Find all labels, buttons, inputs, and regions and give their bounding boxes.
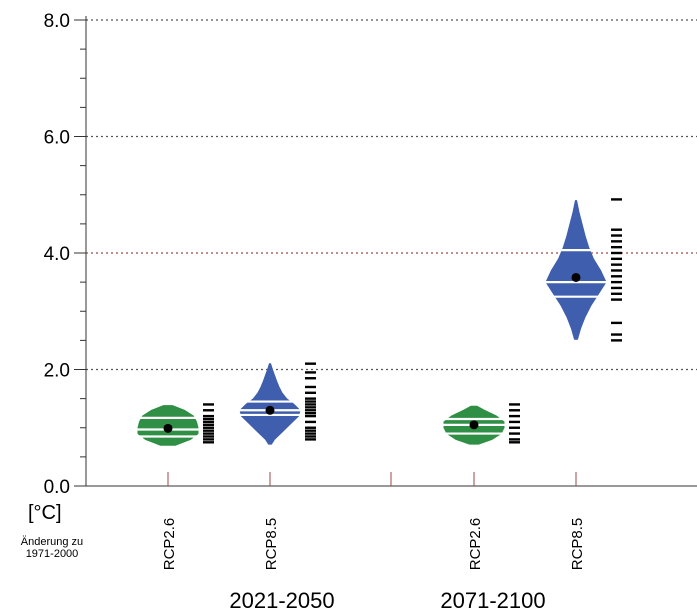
axes	[74, 16, 697, 487]
y-tick-label: 8.0	[44, 11, 70, 32]
mean-dot	[469, 420, 479, 430]
violin-group-RCP8.5-2021-2050	[236, 362, 316, 445]
scenario-label: RCP2.6	[467, 518, 484, 571]
mean-dot	[265, 405, 275, 415]
mean-dot	[571, 272, 581, 282]
violin-group-RCP8.5-2071-2100	[542, 198, 622, 342]
y-tick-label: 4.0	[44, 244, 70, 265]
violin-group-RCP2.6-2021-2050	[134, 403, 214, 446]
scenario-label: RCP2.6	[161, 518, 178, 571]
period-label: 2071-2100	[440, 588, 545, 611]
y-axis-reference-note-line: Änderung zu	[20, 536, 84, 548]
period-label: 2021-2050	[229, 588, 334, 611]
violin-group-RCP2.6-2071-2100	[440, 403, 520, 445]
scenario-label: RCP8.5	[263, 518, 280, 571]
y-tick-label: 2.0	[44, 361, 70, 382]
mean-dot	[163, 423, 173, 433]
y-axis-reference-note-line: 1971-2000	[25, 548, 79, 560]
y-axis-reference-note: Änderung zu 1971-2000	[4, 536, 100, 560]
labels: 0.0 2.0 4.0 6.0 8.0 RCP2.6 RCP8.5 RCP2.6 RCP8.5 2…	[44, 11, 586, 611]
gridlines	[86, 19, 697, 371]
violin-body	[239, 363, 301, 445]
y-tick-label: 0.0	[44, 477, 70, 498]
violin-body	[545, 200, 607, 340]
violins	[134, 198, 622, 446]
y-axis-unit-label: [°C]	[28, 502, 62, 524]
scenario-label: RCP8.5	[569, 518, 586, 571]
y-tick-label: 6.0	[44, 128, 70, 149]
